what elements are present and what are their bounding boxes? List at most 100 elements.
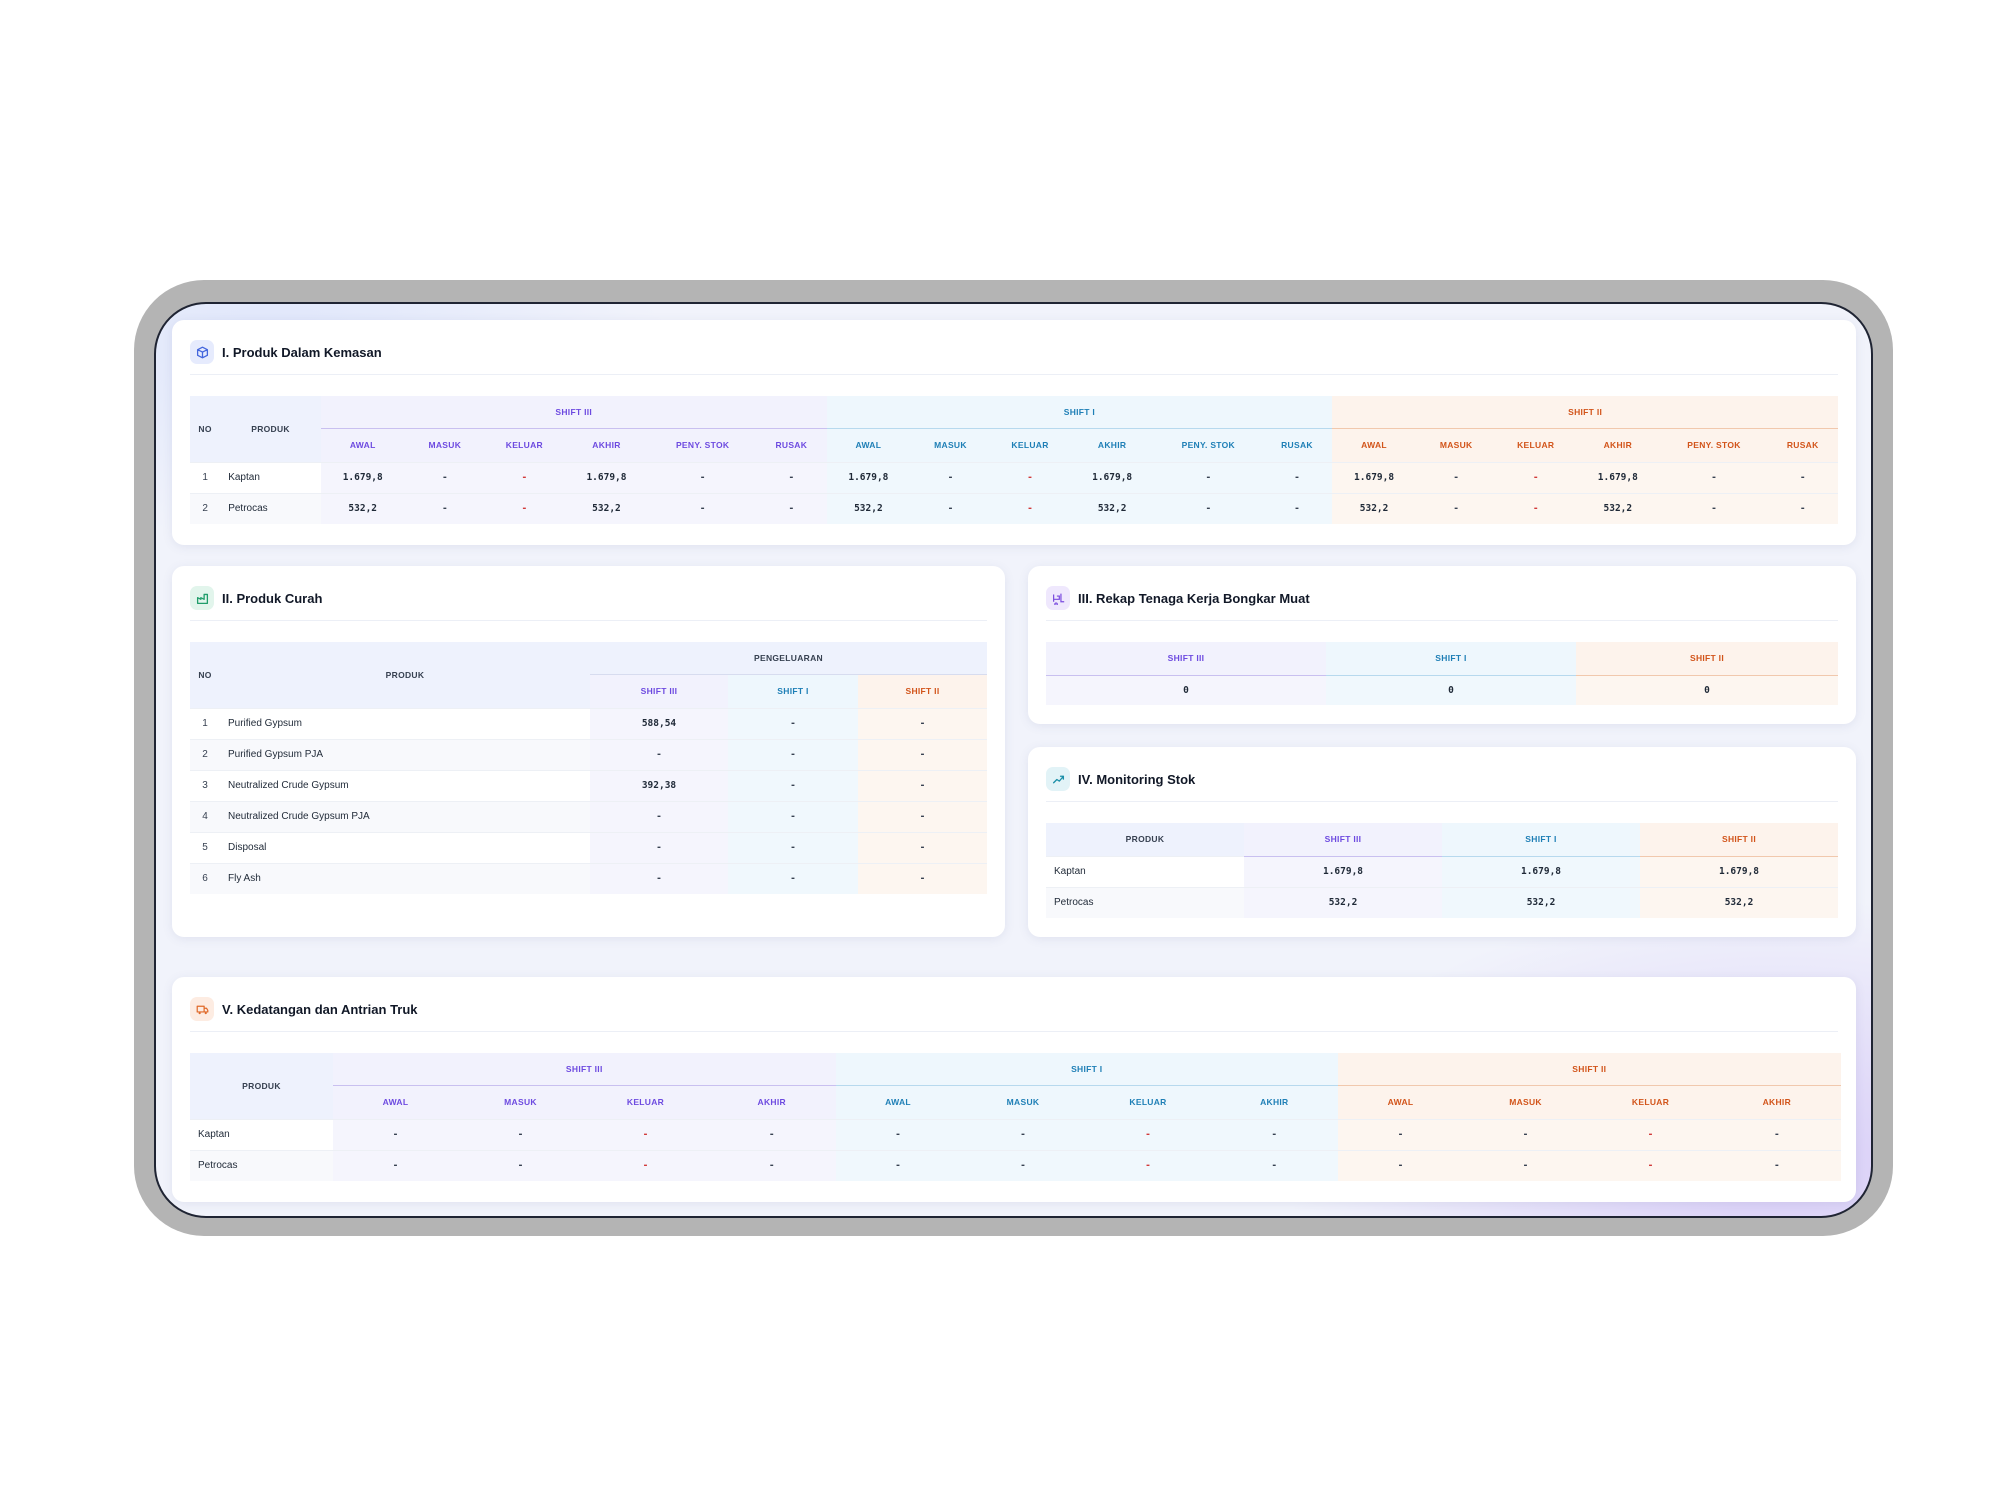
col-header-keluar: KELUAR — [990, 428, 1070, 462]
worker-count: 0 — [1326, 675, 1576, 705]
col-header-akhir: AKHIR — [1713, 1085, 1841, 1119]
value-cell: - — [858, 831, 987, 863]
monitoring-stok-table: PRODUK SHIFT III SHIFT I SHIFT II Kaptan 1.67… — [1046, 823, 1838, 918]
product-name: Purified Gypsum PJA — [220, 738, 590, 770]
table-row: 5 Disposal - - - — [190, 831, 987, 863]
col-header-produk: PRODUK — [220, 396, 321, 462]
value-cell: 532,2 — [1575, 492, 1661, 524]
value-cell: - — [1085, 1118, 1211, 1150]
col-header-no: NO — [190, 396, 221, 462]
value-cell: - — [910, 492, 991, 524]
tenaga-kerja-table: SHIFT III SHIFT I SHIFT II 0 0 0 — [1046, 642, 1838, 705]
row-number: 1 — [190, 461, 221, 493]
stock-value: 1.679,8 — [1640, 855, 1838, 887]
value-cell: - — [333, 1149, 458, 1181]
product-name: Petrocas — [1046, 886, 1244, 918]
antrian-truk-table: PRODUK SHIFT III SHIFT I SHIFT II AWAL MASUK K… — [190, 1053, 1841, 1181]
section-title: III. Rekap Tenaga Kerja Bongkar Muat — [1078, 590, 1310, 606]
col-header-akhir: AKHIR — [1210, 1085, 1339, 1119]
col-header-awal: AWAL — [320, 428, 405, 462]
product-name: Petrocas — [220, 492, 321, 524]
product-name: Disposal — [220, 831, 590, 863]
col-header-keluar: KELUAR — [1588, 1085, 1714, 1119]
value-cell: 532,2 — [826, 492, 911, 524]
value-cell: - — [728, 769, 858, 801]
col-header-keluar: KELUAR — [485, 428, 564, 462]
value-cell: 588,54 — [590, 707, 728, 739]
col-header-keluar: KELUAR — [1496, 428, 1575, 462]
col-header-rusak: RUSAK — [1261, 428, 1333, 462]
value-cell: - — [858, 800, 987, 832]
row-number: 6 — [190, 862, 220, 894]
shift-header: SHIFT III — [590, 674, 728, 708]
value-cell: - — [708, 1149, 836, 1181]
product-name: Neutralized Crude Gypsum PJA — [220, 800, 590, 832]
value-cell: - — [1496, 461, 1575, 493]
value-cell: 1.679,8 — [563, 461, 650, 493]
section-produk-curah: II. Produk Curah NO PRODUK PENGELUARAN SHIF… — [172, 566, 1005, 937]
shift-group-header: SHIFT II — [1332, 396, 1838, 429]
shift-header: SHIFT II — [1576, 642, 1838, 676]
col-header-produk: PRODUK — [190, 1053, 333, 1119]
shift-header: SHIFT III — [1244, 823, 1442, 857]
value-cell: 1.679,8 — [826, 461, 911, 493]
col-header-masuk: MASUK — [910, 428, 991, 462]
value-cell: - — [1338, 1118, 1464, 1150]
shift-group-header: SHIFT I — [826, 396, 1333, 429]
col-header-produk: PRODUK — [220, 642, 590, 708]
value-cell: 532,2 — [1332, 492, 1416, 524]
value-cell: - — [835, 1149, 961, 1181]
value-cell: - — [1415, 461, 1497, 493]
col-header-awal: AWAL — [826, 428, 911, 462]
product-name: Fly Ash — [220, 862, 590, 894]
value-cell: - — [1261, 492, 1333, 524]
value-cell: - — [1415, 492, 1497, 524]
value-cell: 392,38 — [590, 769, 728, 801]
value-cell: 1.679,8 — [320, 461, 405, 493]
col-header-pengeluaran: PENGELUARAN — [590, 642, 987, 675]
product-name: Neutralized Crude Gypsum — [220, 769, 590, 801]
col-header-masuk: MASUK — [404, 428, 486, 462]
value-cell: - — [708, 1118, 836, 1150]
section-header: II. Produk Curah — [190, 586, 987, 621]
table-row: 1 Kaptan 1.679,8- -1.679,8- -1.679,8- -1.679,… — [190, 461, 1838, 493]
value-cell: - — [858, 769, 987, 801]
value-cell: - — [728, 831, 858, 863]
curah-table: NO PRODUK PENGELUARAN SHIFT III SHIFT I SHIFT… — [190, 642, 987, 894]
row-number: 5 — [190, 831, 220, 863]
value-cell: - — [649, 461, 757, 493]
table-row: Kaptan 1.679,8 1.679,8 1.679,8 — [1046, 855, 1838, 887]
value-cell: - — [590, 862, 728, 894]
value-cell: - — [728, 738, 858, 770]
factory-icon — [190, 586, 214, 610]
shift-header: SHIFT III — [1046, 642, 1326, 676]
value-cell: - — [858, 707, 987, 739]
value-cell: - — [649, 492, 757, 524]
value-cell: - — [756, 492, 827, 524]
value-cell: - — [728, 800, 858, 832]
value-cell: - — [1660, 461, 1768, 493]
row-number: 3 — [190, 769, 220, 801]
value-cell: - — [910, 461, 991, 493]
value-cell: - — [404, 461, 486, 493]
row-number: 2 — [190, 492, 221, 524]
col-header-peny-stok: PENY. STOK — [1154, 428, 1262, 462]
shift-group-header: SHIFT II — [1338, 1053, 1841, 1086]
value-cell: - — [1210, 1118, 1339, 1150]
shift-header: SHIFT I — [728, 674, 858, 708]
table-row: Kaptan - - - - - - - - - - - - — [190, 1118, 1841, 1150]
value-cell: - — [1463, 1118, 1589, 1150]
value-cell: - — [1713, 1149, 1841, 1181]
col-header-masuk: MASUK — [1463, 1085, 1589, 1119]
section-title: II. Produk Curah — [222, 590, 323, 606]
package-icon — [190, 340, 214, 364]
value-cell: - — [728, 707, 858, 739]
value-cell: - — [1338, 1149, 1464, 1181]
stock-value: 532,2 — [1244, 886, 1442, 918]
section-monitoring-stok: IV. Monitoring Stok PRODUK SHIFT III SHIFT… — [1028, 747, 1856, 937]
table-row: 2 Petrocas 532,2- -532,2- -532,2- -532,2- -532… — [190, 492, 1838, 524]
value-cell: - — [1767, 461, 1838, 493]
table-row: Petrocas - - - - - - - - - - - - — [190, 1149, 1841, 1181]
product-name: Kaptan — [1046, 855, 1244, 887]
